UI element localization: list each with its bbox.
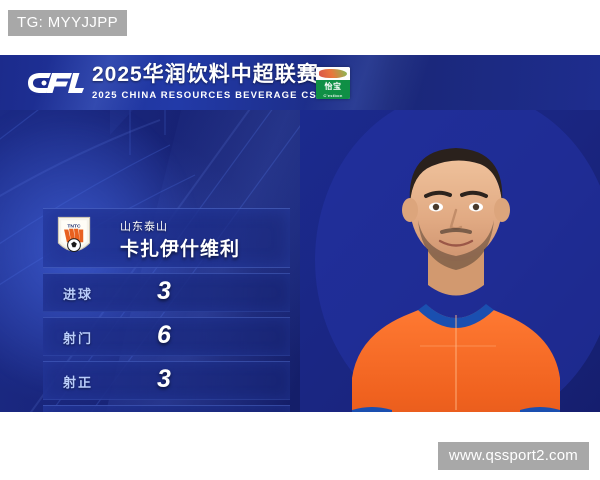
cfl-logo-icon xyxy=(28,73,84,97)
player-name-row: TNTC 山东泰山 卡扎伊什维利 xyxy=(43,208,290,268)
sponsor-name-cn: 怡宝 xyxy=(324,82,342,91)
broadcast-graphic-panel: TNTC 山东泰山 xyxy=(0,55,600,412)
sponsor-name-sub: C'estbon xyxy=(323,93,343,98)
stat-value-dribbles: 1 xyxy=(43,409,290,412)
player-portrait: TNTC 山东泰山 xyxy=(300,110,600,412)
club-crest-icon: TNTC xyxy=(57,216,91,252)
club-name: 山东泰山 xyxy=(120,221,168,233)
stat-row: 进球 3 xyxy=(43,273,290,312)
league-title-cn: 2025华润饮料中超联赛 xyxy=(92,63,319,86)
sponsor-logo-bottom: 怡宝 C'estbon xyxy=(316,80,350,99)
league-header-bar: 2025华润饮料中超联赛 2025 CHINA RESOURCES BEVERA… xyxy=(0,55,600,110)
league-title-en: 2025 CHINA RESOURCES BEVERAGE CSL xyxy=(92,90,324,101)
player-stats-card: TNTC 山东泰山 卡扎伊什维利 进球 3 射门 6 xyxy=(43,208,290,412)
sponsor-logo: 怡宝 C'estbon xyxy=(316,67,350,99)
stat-value-shots: 6 xyxy=(157,321,171,349)
stat-row: 射正 3 xyxy=(43,361,290,400)
stat-row: 射门 6 xyxy=(43,317,290,356)
stat-row: 过人 1 xyxy=(43,405,290,412)
stat-label-goals: 进球 xyxy=(63,287,94,302)
site-watermark: www.qssport2.com xyxy=(437,442,589,470)
stat-label-shots-on-target: 射正 xyxy=(63,375,94,390)
league-title-block: 2025华润饮料中超联赛 2025 CHINA RESOURCES BEVERA… xyxy=(92,63,324,103)
stat-value-shots-on-target: 3 xyxy=(157,365,171,393)
header-sheen xyxy=(0,55,600,110)
player-portrait-image: TNTC 山东泰山 xyxy=(300,110,600,412)
sponsor-swoosh-icon xyxy=(319,69,347,78)
sponsor-logo-top xyxy=(316,67,350,80)
svg-text:TNTC: TNTC xyxy=(67,223,81,229)
stat-label-shots: 射门 xyxy=(63,331,94,346)
stat-value-goals: 3 xyxy=(157,277,171,305)
tg-channel-tag: TG: MYYJJPP xyxy=(8,10,128,36)
player-name: 卡扎伊什维利 xyxy=(120,239,241,260)
